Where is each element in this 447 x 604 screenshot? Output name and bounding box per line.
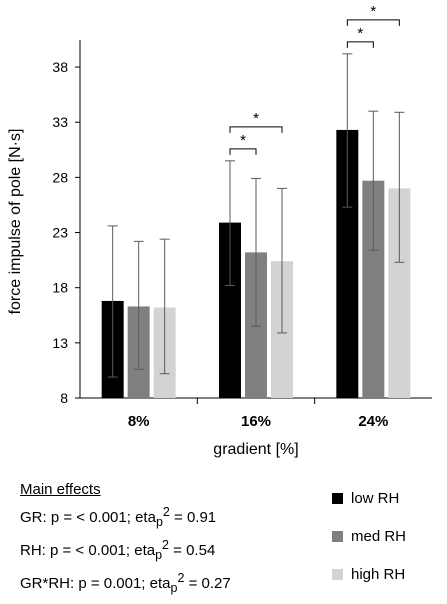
- legend-item-low-rh: low RH: [332, 489, 406, 507]
- y-tick-label-38: 38: [52, 59, 68, 75]
- y-axis-label: force impulse of pole [N·s]: [7, 129, 24, 315]
- y-tick-label-33: 33: [52, 114, 68, 130]
- bar-low-rh-16: [219, 222, 241, 398]
- significance-star-0: *: [240, 132, 246, 149]
- x-tick-label-24: 24%: [358, 413, 388, 430]
- significance-star-1: *: [253, 110, 259, 127]
- legend-swatch-high-rh: [332, 568, 343, 580]
- y-tick-label-13: 13: [52, 335, 68, 351]
- effect-row-interaction: GR*RH: p = 0.001; etap2 = 0.27: [20, 571, 231, 595]
- bar-chart: 8 13 18 23 28 33 38 force impulse of pole [N·s]…: [7, 3, 432, 458]
- y-tick-label-28: 28: [52, 169, 68, 185]
- legend-label-med-rh: med RH: [351, 527, 407, 545]
- significance-bracket-0: [229, 148, 257, 155]
- significance-star-2: *: [357, 25, 363, 42]
- main-effects-heading: Main effects: [20, 481, 101, 498]
- significance-bracket-1: [229, 126, 283, 133]
- legend-label-high-rh: high RH: [351, 565, 406, 583]
- bar-low-rh-24: [336, 129, 359, 399]
- legend-item-med-rh: med RH: [332, 527, 407, 545]
- y-tick-label-8: 8: [60, 390, 68, 406]
- legend-label-low-rh: low RH: [351, 489, 400, 507]
- bar-high-rh-24: [388, 188, 411, 398]
- x-tick-label-16: 16%: [241, 413, 271, 430]
- legend-swatch-med-rh: [332, 530, 343, 542]
- x-axis-label: gradient [%]: [213, 441, 298, 458]
- significance-bracket-2: [346, 41, 374, 48]
- significance-star-3: *: [370, 3, 376, 20]
- main-effects-panel: Main effects GR: p = < 0.001; etap2 = 0.…: [20, 478, 231, 600]
- legend: low RH med RH high RH: [332, 490, 406, 604]
- effect-row-rh: RH: p = < 0.001; etap2 = 0.54: [20, 538, 216, 562]
- y-tick-label-18: 18: [52, 280, 68, 296]
- legend-swatch-low-rh: [332, 492, 343, 504]
- x-tick-label-8: 8%: [128, 413, 150, 430]
- legend-item-high-rh: high RH: [332, 565, 406, 583]
- y-tick-label-23: 23: [52, 225, 68, 241]
- effect-row-gr: GR: p = < 0.001; etap2 = 0.91: [20, 505, 217, 529]
- bar-med-rh-24: [362, 180, 385, 398]
- significance-bracket-3: [346, 19, 400, 26]
